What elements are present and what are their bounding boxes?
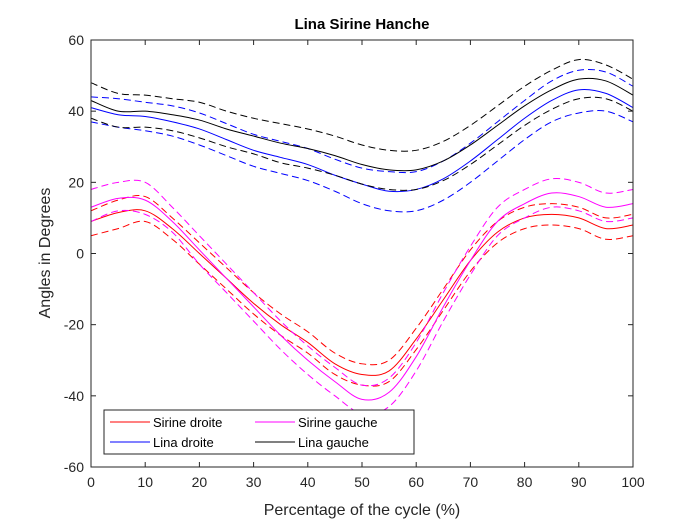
legend-label-lina-gauche: Lina gauche <box>298 435 369 450</box>
series-lina-gauche-lower-bound <box>90 96 634 191</box>
y-tick-label: -40 <box>64 388 84 404</box>
x-tick-label: 50 <box>354 474 370 490</box>
y-tick-label: -20 <box>64 317 84 333</box>
series-lina-gauche-mean-line <box>90 77 634 172</box>
series-lina-gauche-upper-bound <box>90 58 634 152</box>
plot-area <box>91 40 633 467</box>
series-sirine-droite-upper-bound <box>90 195 634 366</box>
x-tick-label: 90 <box>571 474 587 490</box>
x-tick-label: 100 <box>621 474 645 490</box>
ticks-layer: 0 10 20 30 40 50 60 70 80 90 100 -60 -40 -20 0 20 40 60 <box>64 32 645 490</box>
y-axis-label: Angles in Degrees <box>37 188 54 319</box>
x-axis-label: Percentage of the cycle (%) <box>264 502 461 519</box>
y-tick-label: 60 <box>68 32 84 48</box>
x-tick-label: 10 <box>137 474 153 490</box>
legend-label-lina-droite: Lina droite <box>153 435 214 450</box>
series-lina-droite-upper-bound <box>90 68 634 174</box>
y-tick-label: -60 <box>64 459 84 475</box>
x-tick-label: 30 <box>246 474 262 490</box>
legend-box <box>103 409 415 455</box>
x-tick-label: 70 <box>463 474 479 490</box>
legend-label-sirine-droite: Sirine droite <box>153 415 222 430</box>
series-sirine-droite-mean-line <box>90 209 634 376</box>
x-tick-label: 80 <box>517 474 533 490</box>
x-tick-label: 40 <box>300 474 316 490</box>
x-tick-label: 60 <box>408 474 424 490</box>
y-tick-label: 40 <box>68 103 84 119</box>
chart-title: Lina Sirine Hanche <box>294 16 429 33</box>
legend: Sirine droite Sirine gauche Lina droite Lin… <box>103 409 415 455</box>
y-tick-label: 20 <box>68 174 84 190</box>
y-tick-label: 0 <box>76 246 84 262</box>
series-sirine-gauche-upper-bound <box>90 177 634 387</box>
series-sirine-gauche-mean-line <box>90 192 634 401</box>
series-lina-droite-lower-bound <box>90 110 634 213</box>
x-tick-label: 20 <box>192 474 208 490</box>
series-layer <box>90 58 634 415</box>
series-lina-gauche <box>90 58 634 191</box>
x-tick-label: 0 <box>87 474 95 490</box>
legend-label-sirine-gauche: Sirine gauche <box>298 415 378 430</box>
